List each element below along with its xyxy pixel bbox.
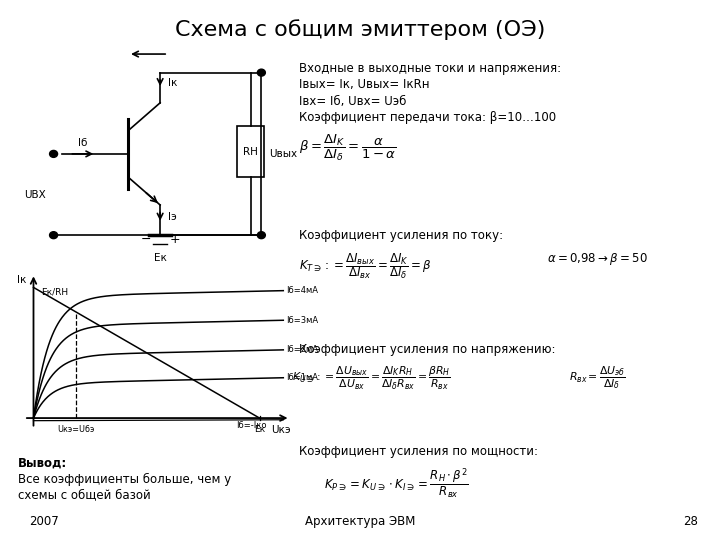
Text: Iб=-Iко: Iб=-Iко: [235, 421, 266, 430]
Text: $K_{P\ni} = K_{U\ni} \cdot K_{I\ni} = \dfrac{R_H \cdot \beta^2}{R_{вх}}$: $K_{P\ni} = K_{U\ni} \cdot K_{I\ni} = \d…: [324, 467, 469, 502]
Text: Коэффициент усиления по току:: Коэффициент усиления по току:: [299, 230, 503, 242]
Text: Uкэ=Uбэ: Uкэ=Uбэ: [58, 425, 95, 434]
Text: Входные в выходные токи и напряжения:: Входные в выходные токи и напряжения:: [299, 62, 561, 75]
Text: Iб=3мА: Iб=3мА: [286, 316, 318, 325]
Text: Iб: Iб: [78, 138, 88, 148]
Text: $\beta = \dfrac{\Delta I_K}{\Delta I_\delta} = \dfrac{\alpha}{1 - \alpha}$: $\beta = \dfrac{\Delta I_K}{\Delta I_\de…: [299, 132, 396, 163]
Circle shape: [50, 232, 58, 239]
Circle shape: [257, 232, 266, 239]
Text: Iк: Iк: [17, 275, 27, 285]
Text: Архитектура ЭВМ: Архитектура ЭВМ: [305, 515, 415, 528]
Text: Iб=4мА: Iб=4мА: [286, 286, 318, 295]
Text: −: −: [140, 233, 150, 246]
Text: Uкэ: Uкэ: [271, 425, 290, 435]
Circle shape: [257, 69, 266, 76]
Text: UВХ: UВХ: [24, 190, 46, 200]
Text: $R_{вх} = \dfrac{\Delta U_{эб}}{\Delta I_\delta}$: $R_{вх} = \dfrac{\Delta U_{эб}}{\Delta I…: [569, 364, 626, 391]
Text: Коэффициент усиления по напряжению:: Коэффициент усиления по напряжению:: [299, 343, 555, 356]
Text: схемы с общей базой: схемы с общей базой: [18, 489, 150, 502]
Text: Схема с общим эмиттером (ОЭ): Схема с общим эмиттером (ОЭ): [175, 19, 545, 40]
Text: Вывод:: Вывод:: [18, 456, 67, 469]
Text: 2007: 2007: [29, 515, 58, 528]
Text: $K_{U\ni} := \dfrac{\Delta U_{вых}}{\Delta U_{вх}} = \dfrac{\Delta I_K R_H}{\Del: $K_{U\ni} := \dfrac{\Delta U_{вых}}{\Del…: [292, 364, 451, 391]
Text: Iвх= Iб, Uвх= Uэб: Iвх= Iб, Uвх= Uэб: [299, 94, 406, 107]
Text: Ек: Ек: [254, 425, 265, 434]
Circle shape: [50, 151, 58, 157]
Text: Iб=2мА: Iб=2мА: [286, 346, 318, 354]
FancyBboxPatch shape: [238, 126, 264, 177]
Text: Коэффициент усиления по мощности:: Коэффициент усиления по мощности:: [299, 446, 538, 458]
Text: $\alpha = 0{,}98 \rightarrow \beta = 50$: $\alpha = 0{,}98 \rightarrow \beta = 50$: [547, 251, 648, 267]
Text: Uвых: Uвых: [269, 149, 297, 159]
Text: Коэффициент передачи тока: β=10…100: Коэффициент передачи тока: β=10…100: [299, 111, 556, 124]
Text: Ек: Ек: [153, 253, 166, 264]
Text: 28: 28: [683, 515, 698, 528]
Text: Iвых= Iк, Uвых= IкRн: Iвых= Iк, Uвых= IкRн: [299, 78, 429, 91]
Text: Все коэффициенты больше, чем у: Все коэффициенты больше, чем у: [18, 472, 231, 485]
Text: Iб=1мА: Iб=1мА: [286, 373, 318, 382]
Text: Iэ: Iэ: [168, 212, 177, 221]
Text: RH: RH: [243, 146, 258, 157]
Text: $K_{T\ni} := \dfrac{\Delta I_{вых}}{\Delta I_{вх}} = \dfrac{\Delta I_K}{\Delta I: $K_{T\ni} := \dfrac{\Delta I_{вых}}{\Del…: [299, 251, 431, 281]
Text: Ек/RH: Ек/RH: [40, 287, 68, 296]
Text: Iк: Iк: [168, 78, 178, 88]
Text: +: +: [169, 233, 180, 246]
